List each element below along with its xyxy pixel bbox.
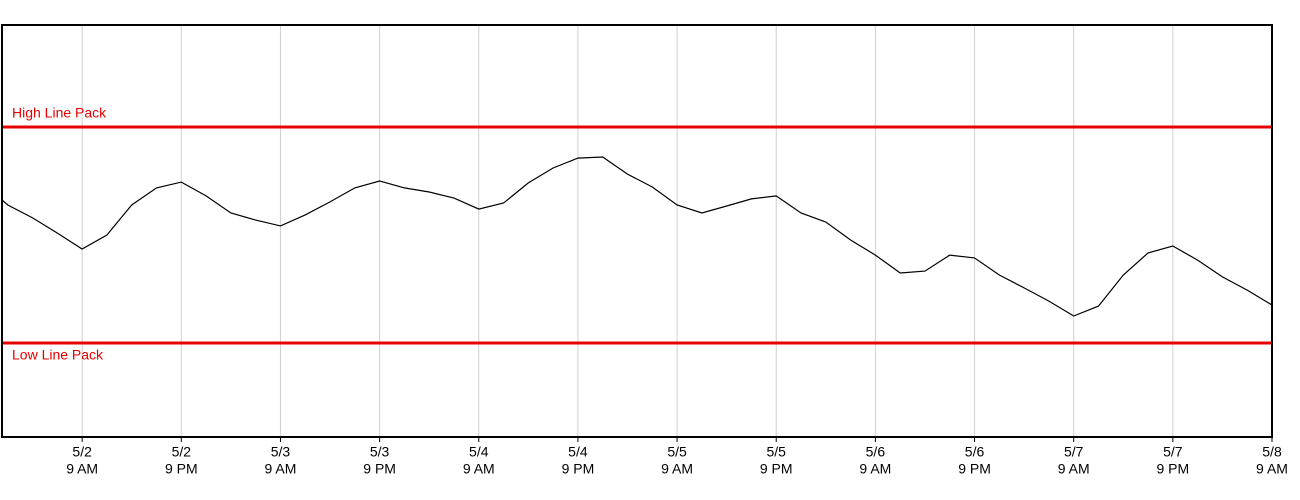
x-tick-label: 9 AM [463, 461, 495, 477]
x-tick-label: 9 AM [1058, 461, 1090, 477]
x-tick-label: 5/2 [72, 444, 92, 460]
x-tick-label: 9 PM [1157, 461, 1190, 477]
data-line [1, 156, 1273, 317]
x-tick-label: 9 PM [958, 461, 991, 477]
x-tick-label: 9 PM [363, 461, 396, 477]
x-tick-label: 5/6 [965, 444, 985, 460]
x-tick-label: 5/7 [1064, 444, 1084, 460]
x-tick-label: 5/5 [766, 444, 786, 460]
x-tick-label: 9 PM [165, 461, 198, 477]
x-tick-label: 9 PM [760, 461, 793, 477]
x-tick-label: 9 AM [859, 461, 891, 477]
x-tick-label: 5/7 [1163, 444, 1183, 460]
x-tick-label: 9 AM [66, 461, 98, 477]
x-tick-label: 9 AM [661, 461, 693, 477]
x-tick-label: 5/3 [271, 444, 291, 460]
x-tick-label: 5/6 [866, 444, 886, 460]
x-tick-label: 5/4 [568, 444, 588, 460]
x-tick-label: 9 PM [562, 461, 595, 477]
x-tick-label: 9 AM [265, 461, 297, 477]
reference-label: High Line Pack [12, 105, 107, 121]
reference-label: Low Line Pack [12, 347, 104, 363]
x-tick-label: 5/4 [469, 444, 489, 460]
plot-frame [1, 24, 1273, 438]
x-tick-label: 5/5 [667, 444, 687, 460]
x-tick-label: 9 AM [1256, 461, 1288, 477]
x-tick-label: 5/8 [1262, 444, 1282, 460]
x-tick-label: 5/3 [370, 444, 390, 460]
x-tick-label: 5/2 [172, 444, 192, 460]
